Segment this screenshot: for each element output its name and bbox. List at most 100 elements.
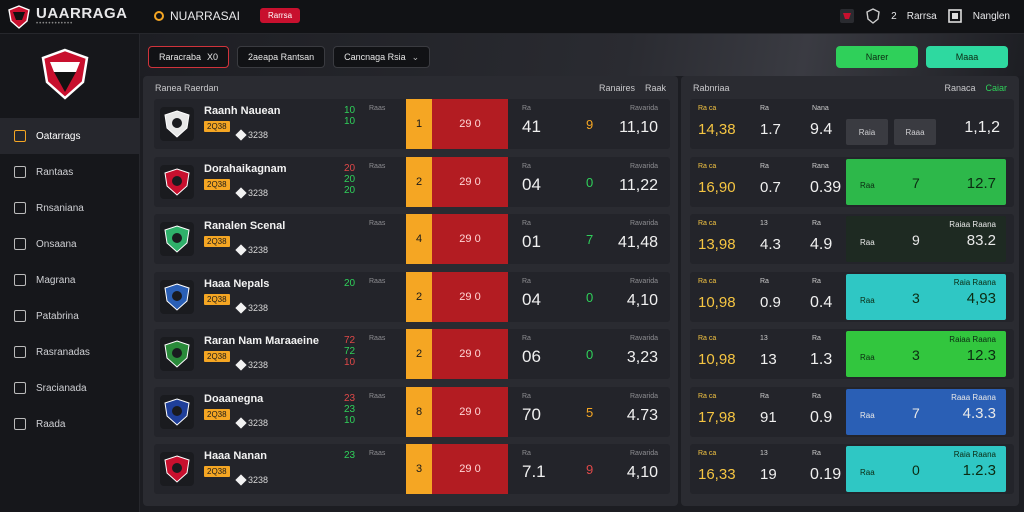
filter-pill-0[interactable]: Raracraba X0: [148, 46, 230, 68]
match-row[interactable]: Doaanegna 2Q38 3238 23 23 10 Raas 8 29 0 Ra 70 5 Rav…: [154, 386, 670, 437]
score-stack: 20 20 20: [344, 163, 355, 196]
red-odds-cell[interactable]: 29 0: [432, 99, 508, 149]
live-badge[interactable]: Rarrsa: [260, 8, 301, 23]
odds-card[interactable]: Raa 7 12.7: [846, 158, 1006, 205]
tab-main-1[interactable]: Ranaires: [598, 83, 635, 93]
odds-col3-label: Ra: [812, 277, 821, 285]
odds-col1-value: 13,98: [698, 236, 736, 253]
tab-odds-2[interactable]: Caiar: [985, 83, 1007, 93]
odds-col2-value: 13: [760, 351, 777, 368]
sidebar-item-label: Rantaas: [36, 166, 74, 178]
odds-row[interactable]: Ra ca 16,90 Ra 0.7 Rana 0.39 Raa 7 12.7: [690, 156, 1014, 207]
green-button-0[interactable]: Narer: [836, 46, 918, 68]
orange-odds-cell[interactable]: 2: [406, 156, 432, 207]
market-value: 06: [522, 347, 541, 366]
sidebar-item-8[interactable]: Raada: [0, 406, 140, 442]
orange-odds-cell[interactable]: 1: [406, 99, 432, 149]
sidebar-item-6[interactable]: Rasranadas: [0, 334, 140, 370]
filter-pill-2[interactable]: Cancnaga Rsia ⌄: [333, 46, 431, 68]
red-odds-cell[interactable]: 29 0: [432, 444, 508, 494]
trophy-icon: [14, 130, 26, 142]
top-nav-title[interactable]: NUARRASAI: [170, 8, 241, 23]
odds-row[interactable]: Ra ca 14,38 Ra 1.7 Nana 9.4 Raia Raaa 1,1,2: [690, 99, 1014, 149]
odds-row[interactable]: Ra ca 10,98 13 13 Ra 1.3 Raa 3 Raiaa Raana 12.3: [690, 329, 1014, 379]
team-score: 3238: [235, 186, 268, 199]
odds-col3-value: 1.3: [810, 351, 833, 368]
odds-card[interactable]: Raa 3 Raiaa Raana 12.3: [846, 331, 1006, 377]
team-logo-icon: [160, 222, 194, 256]
odds-card[interactable]: Raa 3 Raia Raana 4,93: [846, 273, 1006, 320]
mini-button-2[interactable]: Raaa: [894, 119, 936, 145]
tab-main-2[interactable]: Raak: [644, 83, 666, 93]
mini-button-1[interactable]: Raia: [846, 119, 888, 145]
shield-check-icon[interactable]: [865, 8, 881, 24]
odds-col2-value: 19: [760, 466, 777, 483]
market-label: Ra: [522, 162, 531, 170]
match-row[interactable]: Haaa Nepals 2Q38 3238 20 Raas 2 29 0 Ra 04 0 Ravar…: [154, 271, 670, 322]
red-odds-cell[interactable]: 29 0: [432, 386, 508, 437]
badge-icon[interactable]: [839, 8, 855, 24]
odds-card[interactable]: Raa 0 Raia Raana 1.2.3: [846, 446, 1006, 492]
odds-card[interactable]: Raa 7 Raaa Raana 4.3.3: [846, 388, 1006, 435]
orange-odds-cell[interactable]: 2: [406, 271, 432, 322]
score-stack-item: 10: [344, 105, 356, 116]
team-logo-icon: [160, 394, 194, 429]
diamond-icon: [235, 474, 247, 486]
diamond-icon: [235, 416, 247, 429]
sidebar-item-7[interactable]: Sracianada: [0, 370, 140, 406]
odds-col3-label: Ra: [812, 220, 821, 227]
orange-odds-cell[interactable]: 3: [406, 444, 432, 494]
username[interactable]: Nanglen: [972, 10, 1010, 22]
match-row[interactable]: Haaa Nanan 2Q38 3238 23 Raas 3 29 0 Ra 7.1 9 Ravar…: [154, 444, 670, 494]
sidebar-item-4[interactable]: Magrana: [0, 262, 140, 298]
green-button-1[interactable]: Maaa: [926, 46, 1008, 68]
sidebar-item-3[interactable]: Onsaana: [0, 226, 140, 262]
orange-odds-cell[interactable]: 8: [406, 386, 432, 437]
match-row[interactable]: Raran Nam Maraaeine 2Q38 3238 72 72 10 Raas 2 29…: [154, 329, 670, 379]
match-row[interactable]: Ranalen Scenal 2Q38 3238 Raas 4 29 0 Ra 01 7 Rava…: [154, 214, 670, 264]
red-odds-cell[interactable]: 29 0: [432, 329, 508, 379]
balance-label: Ravarida: [629, 162, 658, 170]
odds-row[interactable]: Ra ca 16,33 13 19 Ra 0.19 Raa 0 Raia Raana 1.2.3: [690, 444, 1014, 494]
market-label: Ra: [522, 335, 531, 342]
tab-odds-1[interactable]: Ranaca: [944, 83, 976, 93]
team-name: Dorahaikagnam: [204, 162, 287, 175]
red-odds-cell[interactable]: 29 0: [432, 271, 508, 322]
market-label: Ra: [522, 392, 531, 400]
score-stack: 72 72 10: [344, 335, 355, 368]
profile-icon[interactable]: [947, 8, 963, 24]
team-tag: 2Q38: [204, 121, 230, 132]
score-stack-item: 20: [344, 277, 356, 289]
odds-row[interactable]: Ra ca 10,98 Ra 0.9 Ra 0.4 Raa 3 Raia Raana 4,93: [690, 271, 1014, 322]
odds-card[interactable]: Raa 9 Raiaa Raana 83.2: [846, 216, 1006, 262]
odds-col2-value: 0.7: [760, 178, 781, 196]
odds-row[interactable]: Ra ca 17,98 Ra 91 Ra 0.9 Raa 7 Raaa Raana 4.3.3: [690, 386, 1014, 437]
red-odds-cell[interactable]: 29 0: [432, 156, 508, 207]
match-row[interactable]: Raanh Nauean 2Q38 3238 10 10 Raas 1 29 0 Ra 41 9 Ra…: [154, 99, 670, 149]
sidebar-item-1[interactable]: Rantaas: [0, 154, 140, 190]
score-stack-item: 20: [344, 173, 356, 185]
odds-card-cl: Raa: [860, 410, 875, 420]
sidebar-item-label: Rnsaniana: [36, 202, 84, 214]
sidebar-item-label: Oatarrags: [36, 130, 81, 142]
odds-col1-value: 16,90: [698, 178, 736, 196]
sidebar-item-5[interactable]: Patabrina: [0, 298, 140, 334]
odds-col1-label: Ra ca: [698, 162, 717, 170]
sidebar-item-2[interactable]: Rnsaniana: [0, 190, 140, 226]
odds-row[interactable]: Ra ca 13,98 13 4.3 Ra 4.9 Raa 9 Raiaa Raana 83.2: [690, 214, 1014, 264]
match-row[interactable]: Dorahaikagnam 2Q38 3238 20 20 20 Raas 2 29 0 Ra 04…: [154, 156, 670, 207]
balance-label: Ravarida: [629, 277, 658, 285]
odds-col1-value: 14,38: [698, 121, 736, 138]
filter-pill-1[interactable]: 2aeapa Rantsan: [237, 46, 326, 68]
team-name: Ranalen Scenal: [204, 220, 286, 232]
orange-odds-cell[interactable]: 4: [406, 214, 432, 264]
brand[interactable]: UAARRAGA ••••••••••••: [8, 5, 128, 29]
balance-value: 3,23: [626, 349, 658, 366]
top-right-label[interactable]: Rarrsa: [906, 10, 937, 22]
red-odds-cell[interactable]: 29 0: [432, 214, 508, 264]
sidebar-item-label: Rasranadas: [36, 346, 90, 358]
sidebar-item-0[interactable]: Oatarrags: [0, 118, 140, 154]
odds-card-ct: Raia Raana: [953, 277, 996, 287]
orange-odds-cell[interactable]: 2: [406, 329, 432, 379]
odds-col1-label: Ra ca: [698, 220, 717, 227]
